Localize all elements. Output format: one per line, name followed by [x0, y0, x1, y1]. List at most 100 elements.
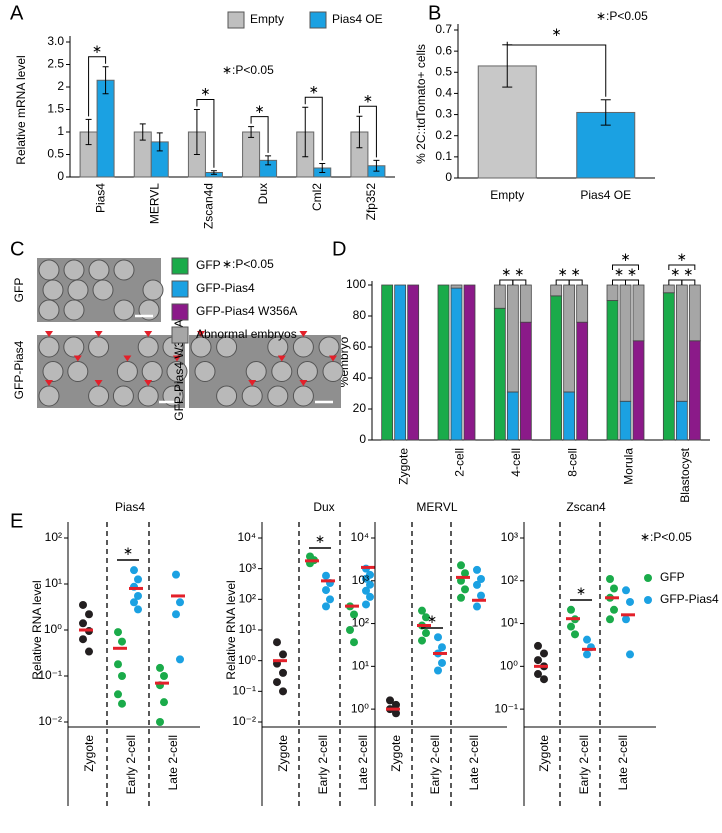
y-tick-label: 3.0 — [47, 34, 64, 48]
x-tick-label: 2-cell — [453, 448, 467, 477]
embryo — [296, 361, 318, 382]
y-tick-label: 0 — [57, 169, 64, 183]
embryo — [63, 259, 85, 281]
embryo — [38, 385, 60, 407]
dot — [156, 718, 164, 726]
significance-bracket — [304, 96, 323, 161]
dot — [79, 600, 87, 609]
y-tick-label: 10⁻¹ — [38, 668, 62, 682]
significance-marker: ∗ — [427, 612, 437, 626]
dot — [273, 678, 281, 687]
dot — [160, 698, 168, 707]
significance-marker: ∗ — [576, 584, 586, 598]
significance-bracket — [568, 279, 583, 285]
dot — [422, 629, 430, 638]
dot — [457, 561, 465, 570]
y-tick-label: 10² — [352, 616, 369, 630]
x-tick-label: Late 2-cell — [467, 735, 481, 790]
dot — [326, 595, 334, 604]
dot — [418, 636, 426, 645]
embryo — [113, 259, 135, 281]
arrow-marker — [299, 380, 308, 386]
x-tick-label: Late 2-cell — [616, 735, 630, 790]
y-tick-label: 80 — [353, 308, 367, 322]
significance-marker: ∗ — [558, 265, 568, 279]
dot — [457, 593, 465, 602]
legend-swatch — [171, 326, 189, 344]
bar-segment-abnormal — [675, 284, 688, 402]
x-tick-label: 8-cell — [565, 448, 579, 477]
dot — [540, 675, 548, 684]
x-tick-label: 4-cell — [509, 448, 523, 477]
significance-bracket — [681, 279, 696, 285]
dot — [438, 643, 446, 652]
x-tick-label: MERVL — [147, 183, 161, 224]
significance-marker: ∗ — [683, 265, 693, 279]
bar-segment — [463, 284, 476, 441]
y-tick-label: 10² — [45, 530, 62, 544]
bar-segment-abnormal — [606, 284, 619, 301]
bar-segment-abnormal — [632, 284, 645, 342]
bar-segment — [450, 287, 463, 441]
dot — [279, 687, 287, 696]
dot — [130, 566, 138, 575]
dot — [118, 637, 126, 646]
y-tick-label: 1 — [57, 124, 64, 138]
dot — [279, 650, 287, 659]
significance-marker: ∗ — [363, 91, 373, 105]
y-tick-label: 10⁻¹ — [494, 701, 518, 715]
x-tick-label: Zygote — [389, 735, 403, 772]
dot — [610, 584, 618, 593]
y-tick-label: 40 — [353, 370, 367, 384]
y-tick-label: 2 — [57, 79, 64, 93]
panel-label: C — [10, 238, 24, 260]
significance-marker: ∗ — [620, 250, 630, 264]
arrow-marker — [94, 331, 103, 337]
chart-title: Pias4 — [115, 500, 145, 514]
significance-marker: ∗ — [627, 265, 637, 279]
legend-marker — [644, 574, 652, 582]
significance-bracket — [668, 264, 696, 270]
significance-marker: ∗ — [315, 532, 325, 546]
embryo — [271, 361, 293, 382]
y-axis-label: Relative mRNA level — [14, 55, 28, 164]
significance-bracket — [668, 279, 683, 285]
embryo — [42, 361, 64, 382]
y-tick-label: 0 — [359, 432, 366, 446]
significance-bracket — [196, 99, 215, 168]
annotation: ∗:P<0.05 — [640, 530, 692, 544]
significance-bracket — [512, 279, 527, 285]
dot — [79, 619, 87, 628]
dot — [118, 672, 126, 680]
embryo — [63, 336, 85, 358]
x-tick-label: Cml2 — [310, 183, 324, 211]
chart-title: MERVL — [416, 500, 457, 514]
x-tick-label: Empty — [490, 188, 524, 202]
bar-segment — [407, 284, 420, 441]
embryo — [137, 385, 159, 407]
embryo — [141, 361, 163, 382]
dot — [477, 575, 485, 584]
dot — [473, 580, 481, 589]
y-tick-label: 10² — [239, 592, 256, 606]
dot — [477, 591, 485, 600]
y-tick-label: 10⁻¹ — [232, 684, 256, 698]
y-tick-label: 10² — [501, 573, 518, 587]
dot — [473, 565, 481, 574]
panel-label: E — [10, 510, 23, 532]
y-tick-label: 0.5 — [47, 147, 64, 161]
significance-bracket — [612, 264, 639, 270]
dot — [322, 602, 330, 611]
dot — [350, 638, 358, 647]
embryo — [245, 361, 267, 382]
dot — [346, 626, 354, 634]
bar-segment — [550, 295, 563, 441]
arrow-marker — [144, 331, 153, 337]
dot — [362, 600, 370, 609]
x-tick-label: Zscan4d — [202, 183, 216, 229]
significance-bracket — [499, 279, 514, 285]
bar-segment — [606, 300, 619, 441]
embryo — [216, 385, 238, 407]
dot — [606, 615, 614, 624]
x-tick-label: Zygote — [276, 735, 290, 772]
